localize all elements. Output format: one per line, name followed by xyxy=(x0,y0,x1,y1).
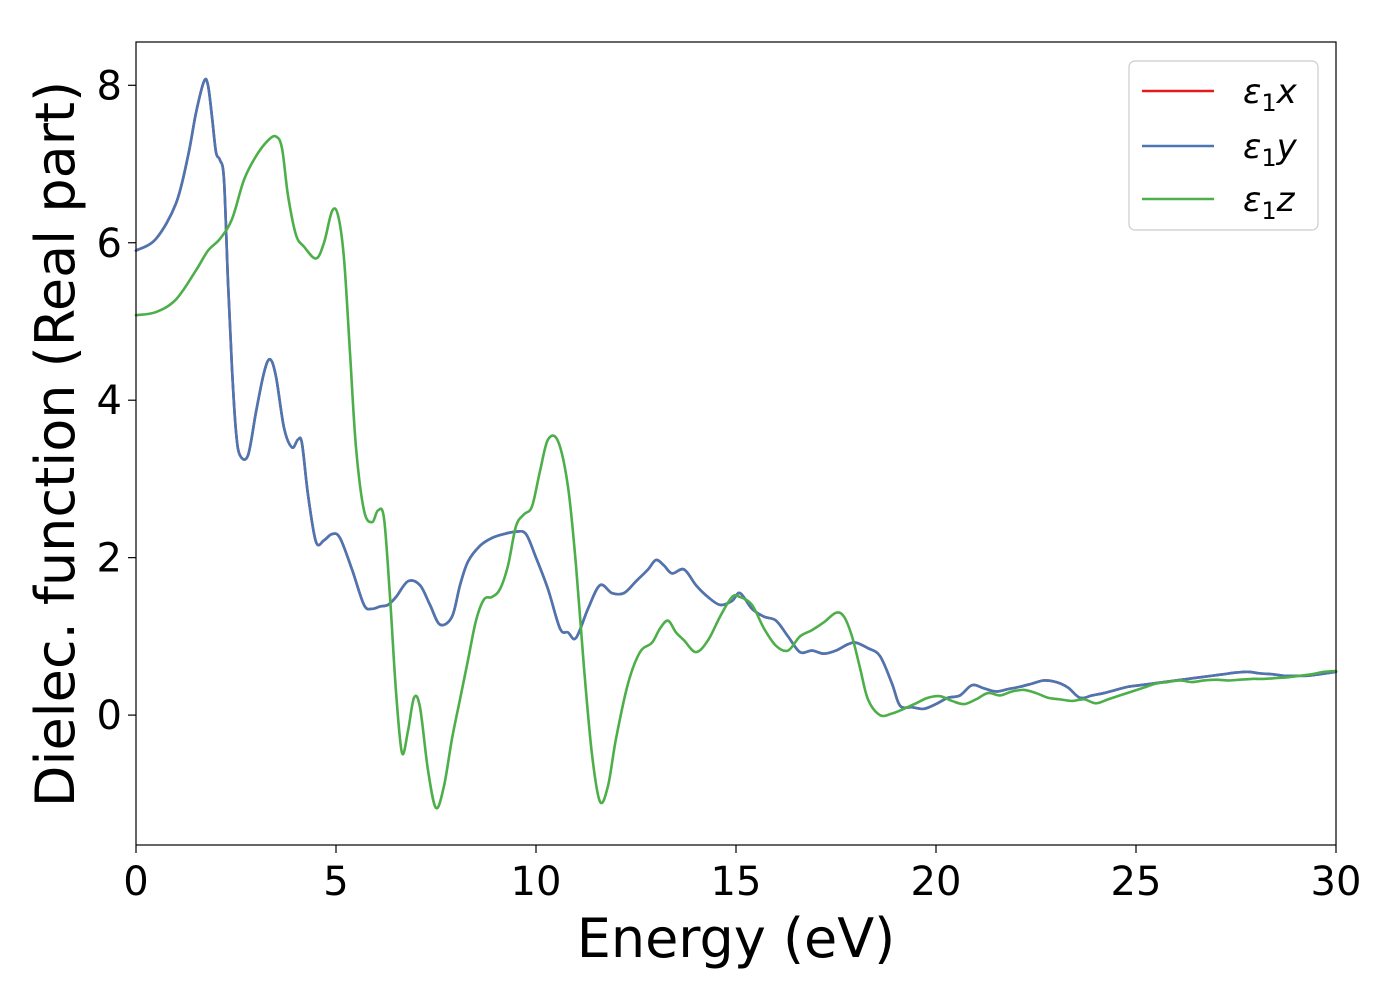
legend-label-subscript: 1 xyxy=(1261,197,1276,225)
x-tick-label: 0 xyxy=(123,859,148,905)
y-tick-label: 8 xyxy=(97,63,122,109)
legend-label-base: ε xyxy=(1243,180,1261,220)
legend-label-base: ε xyxy=(1243,72,1261,112)
x-tick-label: 10 xyxy=(511,859,562,905)
series-line-e1y xyxy=(134,77,1338,711)
legend-box xyxy=(1128,60,1319,231)
series-layer xyxy=(134,77,1338,810)
y-tick-label: 0 xyxy=(97,693,122,739)
y-axis-label: Dielec. function (Real part) xyxy=(24,81,87,807)
legend-label-subscript: 1 xyxy=(1261,89,1276,117)
y-tick-label: 6 xyxy=(97,221,122,267)
y-tick-label: 2 xyxy=(97,536,122,582)
legend-label: ε1y xyxy=(1243,127,1298,172)
legend-label-suffix: z xyxy=(1276,180,1296,220)
x-tick-label: 20 xyxy=(911,859,962,905)
x-tick-label: 5 xyxy=(323,859,348,905)
legend-label: ε1z xyxy=(1243,180,1296,225)
legend-label-suffix: x xyxy=(1276,72,1298,112)
x-tick-label: 15 xyxy=(711,859,762,905)
x-axis-label: Energy (eV) xyxy=(577,907,896,970)
x-axis-ticks: 0 5 10 15 20 25 30 xyxy=(123,845,1361,905)
series-line-e1z xyxy=(134,134,1338,810)
legend-entry-e1y: ε1y xyxy=(1142,127,1298,172)
x-tick-label: 30 xyxy=(1311,859,1362,905)
y-tick-label: 4 xyxy=(97,378,122,424)
legend-entry-e1z: ε1z xyxy=(1142,180,1296,225)
legend-entry-e1x: ε1x xyxy=(1142,72,1298,117)
y-axis-ticks: 0 2 4 6 8 xyxy=(97,63,136,739)
legend-label-suffix: y xyxy=(1276,127,1298,167)
legend-label: ε1x xyxy=(1243,72,1298,117)
legend-label-base: ε xyxy=(1243,127,1261,167)
x-tick-label: 25 xyxy=(1111,859,1162,905)
legend-label-subscript: 1 xyxy=(1261,144,1276,172)
